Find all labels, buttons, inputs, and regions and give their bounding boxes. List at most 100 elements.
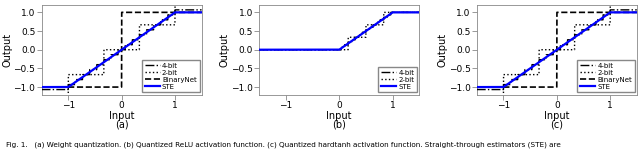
2-bit <box>106 49 114 51</box>
2-bit <box>606 0 614 1</box>
Text: (c): (c) <box>550 120 563 130</box>
2-bit <box>65 74 73 76</box>
STE <box>415 11 423 13</box>
4-bit <box>99 64 107 66</box>
STE <box>541 57 549 59</box>
2-bit <box>630 0 637 1</box>
BinaryNet <box>195 11 202 13</box>
Line: 2-bit: 2-bit <box>42 0 202 100</box>
4-bit <box>324 49 332 51</box>
4-bit <box>274 49 282 51</box>
STE <box>473 86 481 88</box>
2-bit <box>500 74 508 76</box>
STE <box>106 57 114 59</box>
2-bit <box>473 99 481 101</box>
STE <box>534 62 542 64</box>
STE <box>255 49 263 51</box>
Line: STE: STE <box>259 12 419 50</box>
BinaryNet <box>630 11 637 13</box>
Line: 4-bit: 4-bit <box>42 10 202 89</box>
BinaryNet <box>612 11 620 13</box>
STE <box>395 11 403 13</box>
BinaryNet <box>38 86 45 88</box>
STE <box>630 11 637 13</box>
2-bit <box>255 49 263 51</box>
BinaryNet <box>541 86 549 88</box>
4-bit <box>283 49 291 51</box>
2-bit <box>380 11 387 13</box>
4-bit <box>255 49 263 51</box>
4-bit <box>534 64 542 66</box>
2-bit <box>177 0 185 1</box>
BinaryNet <box>633 11 640 13</box>
4-bit <box>56 89 64 90</box>
4-bit <box>65 84 73 86</box>
BinaryNet <box>473 86 481 88</box>
2-bit <box>38 99 45 101</box>
Text: (b): (b) <box>332 120 346 130</box>
4-bit <box>106 59 114 61</box>
2-bit <box>56 99 64 101</box>
4-bit <box>177 9 185 11</box>
STE <box>324 49 332 51</box>
STE <box>195 11 202 13</box>
Y-axis label: Output: Output <box>437 33 447 67</box>
4-bit <box>171 9 179 11</box>
4-bit <box>195 9 202 11</box>
4-bit <box>38 89 45 90</box>
4-bit <box>415 11 423 13</box>
BinaryNet <box>553 11 561 13</box>
Legend: 4-bit, 2-bit, BinaryNet, STE: 4-bit, 2-bit, BinaryNet, STE <box>577 60 635 92</box>
4-bit <box>633 9 640 11</box>
Line: 4-bit: 4-bit <box>477 10 637 89</box>
STE <box>56 86 64 88</box>
Text: Fig. 1.   (a) Weight quantization. (b) Quantized ReLU activation function. (c) Q: Fig. 1. (a) Weight quantization. (b) Qua… <box>6 142 561 148</box>
2-bit <box>534 74 542 76</box>
4-bit <box>492 89 499 90</box>
4-bit <box>317 49 324 51</box>
2-bit <box>324 49 332 51</box>
Line: 4-bit: 4-bit <box>259 12 419 50</box>
4-bit <box>630 9 637 11</box>
Legend: 4-bit, 2-bit, STE: 4-bit, 2-bit, STE <box>378 67 417 92</box>
4-bit <box>473 89 481 90</box>
4-bit <box>606 9 614 11</box>
X-axis label: Input: Input <box>326 111 352 121</box>
STE <box>177 11 185 13</box>
4-bit <box>412 11 420 13</box>
4-bit <box>500 84 508 86</box>
STE <box>633 11 640 13</box>
Y-axis label: Output: Output <box>2 33 12 67</box>
Text: (a): (a) <box>115 120 129 130</box>
STE <box>606 11 614 13</box>
STE <box>65 85 73 87</box>
2-bit <box>395 11 403 13</box>
STE <box>612 11 620 13</box>
X-axis label: Input: Input <box>109 111 134 121</box>
STE <box>388 11 396 13</box>
STE <box>317 49 324 51</box>
2-bit <box>492 99 499 101</box>
X-axis label: Input: Input <box>544 111 570 121</box>
STE <box>492 86 499 88</box>
2-bit <box>198 0 205 1</box>
BinaryNet <box>177 11 185 13</box>
Line: BinaryNet: BinaryNet <box>477 12 637 87</box>
2-bit <box>195 0 202 1</box>
Line: STE: STE <box>477 12 637 87</box>
2-bit <box>412 11 420 13</box>
STE <box>412 11 420 13</box>
2-bit <box>274 49 282 51</box>
Legend: 4-bit, 2-bit, BinaryNet, STE: 4-bit, 2-bit, BinaryNet, STE <box>142 60 200 92</box>
4-bit <box>387 11 395 13</box>
2-bit <box>317 49 324 51</box>
STE <box>38 86 45 88</box>
BinaryNet <box>65 86 73 88</box>
STE <box>283 49 291 51</box>
4-bit <box>612 9 620 11</box>
BinaryNet <box>492 86 499 88</box>
4-bit <box>198 9 205 11</box>
Line: STE: STE <box>42 12 202 87</box>
2-bit <box>283 49 291 51</box>
2-bit <box>541 49 549 51</box>
